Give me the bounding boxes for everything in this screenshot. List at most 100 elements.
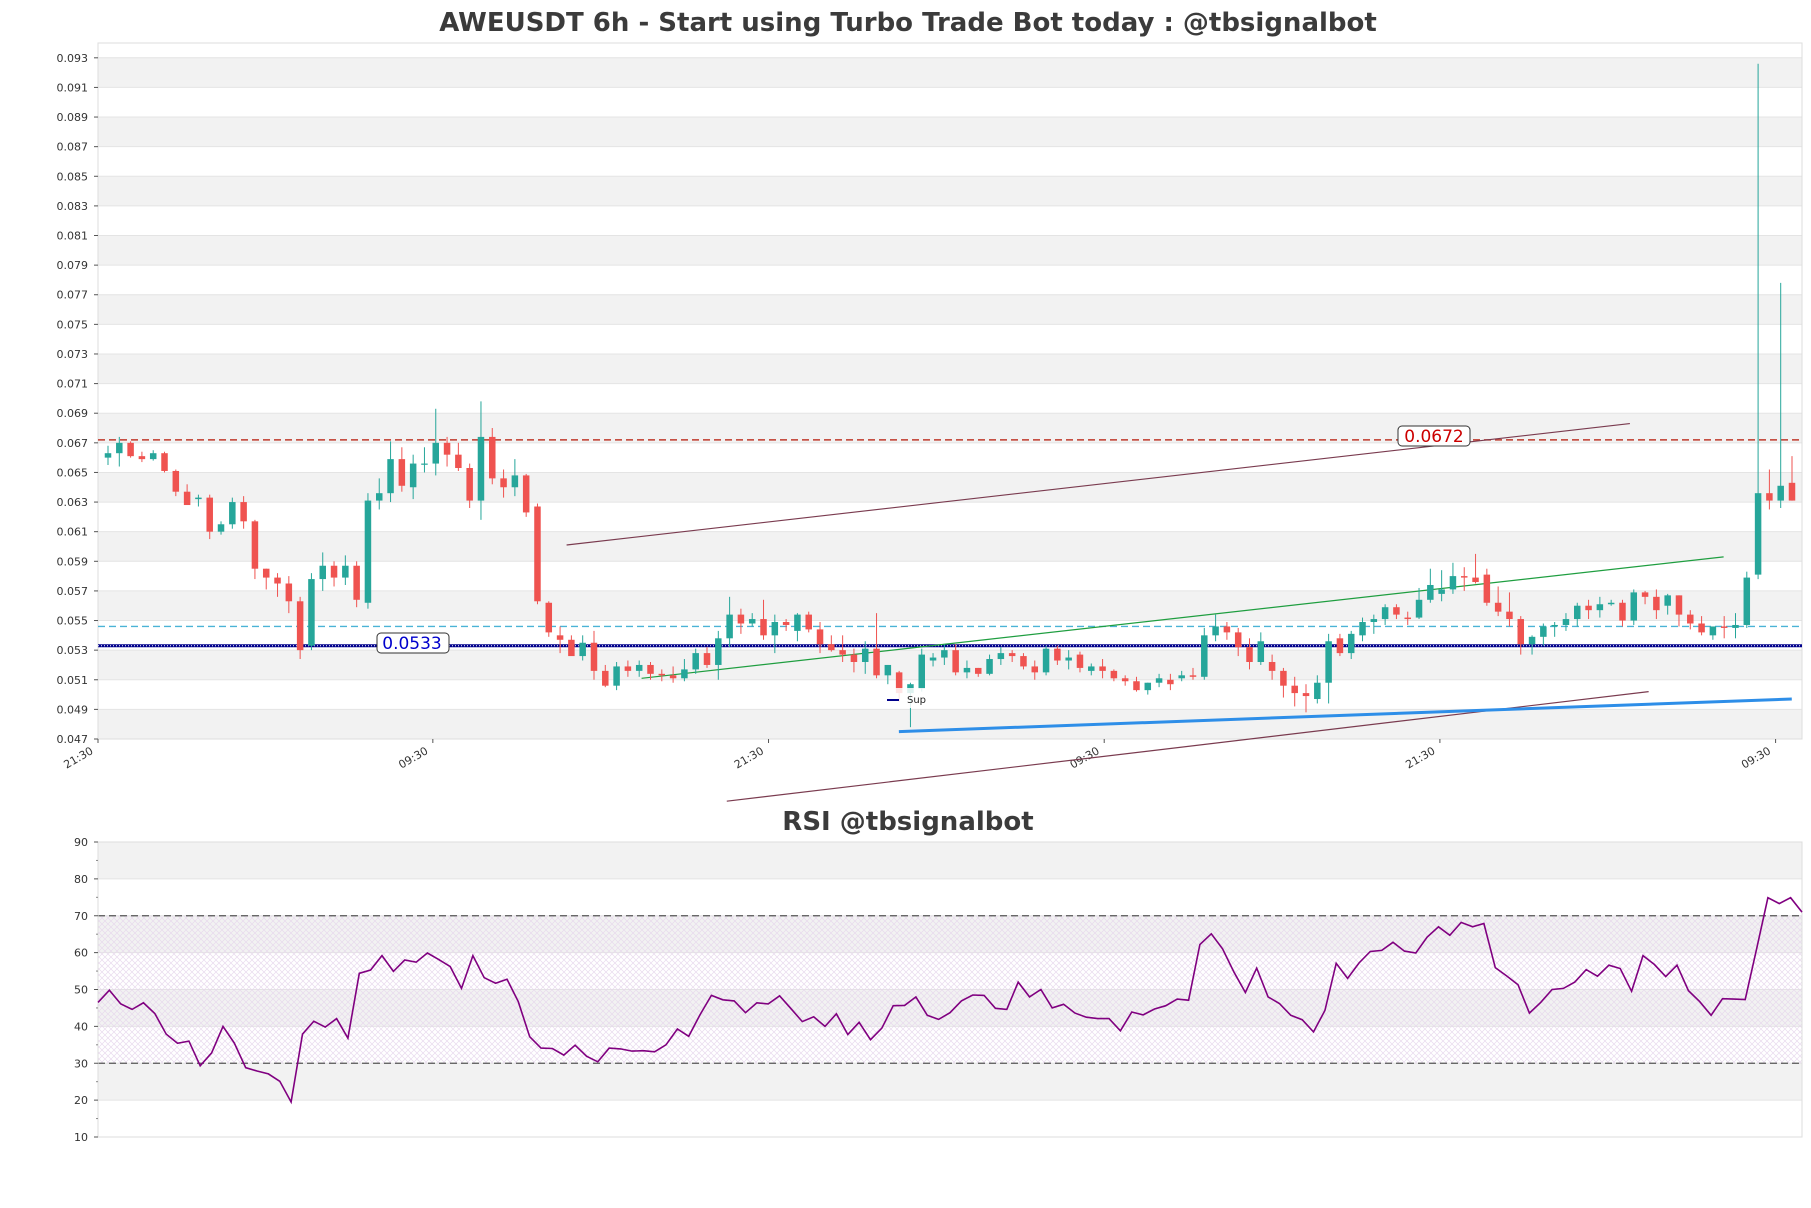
grid-band bbox=[98, 650, 1802, 680]
x-tick-label: 21:30 bbox=[62, 744, 96, 771]
y-tick-label: 0.059 bbox=[57, 555, 89, 568]
candle-body bbox=[895, 672, 903, 694]
candle-body bbox=[850, 654, 858, 662]
candle-body bbox=[1619, 602, 1626, 621]
rsi-y-tick-label: 20 bbox=[74, 1094, 88, 1107]
grid-band bbox=[98, 117, 1802, 147]
candle-body bbox=[522, 475, 530, 513]
y-tick-label: 0.055 bbox=[57, 615, 89, 628]
candle-body bbox=[782, 622, 790, 625]
rsi-band-fill bbox=[98, 915, 1802, 1064]
price-x-axis: 21:30 09:30 21:30 09:30 21:30 09:30 bbox=[62, 739, 1777, 771]
candle-body bbox=[613, 666, 620, 686]
trend-line bbox=[898, 697, 1792, 734]
candle-body bbox=[1562, 619, 1570, 625]
candle-body bbox=[816, 629, 824, 645]
candle-body bbox=[624, 666, 632, 671]
candle-body bbox=[489, 436, 496, 479]
x-tick-label: 09:30 bbox=[396, 744, 430, 771]
candle-body bbox=[342, 565, 349, 578]
candle-body bbox=[251, 521, 259, 569]
candle-body bbox=[1212, 626, 1219, 636]
candle-body bbox=[1189, 675, 1197, 677]
candle-body bbox=[1144, 682, 1152, 691]
candle-body bbox=[918, 654, 925, 689]
candle-body bbox=[1257, 641, 1265, 662]
candle-body bbox=[1065, 657, 1072, 661]
rsi-y-tick-label: 30 bbox=[74, 1057, 88, 1070]
candle-body bbox=[1268, 661, 1276, 671]
candle-body bbox=[1754, 493, 1762, 575]
candle-body bbox=[1110, 670, 1118, 679]
candle-body bbox=[963, 667, 971, 673]
grid-band bbox=[98, 176, 1802, 206]
y-tick-label: 0.077 bbox=[57, 289, 89, 302]
candle-body bbox=[387, 459, 394, 494]
candle-body bbox=[997, 653, 1005, 660]
candle-body bbox=[1506, 611, 1513, 620]
candle-body bbox=[692, 653, 699, 670]
x-tick-label: 09:30 bbox=[1739, 744, 1773, 771]
candle-body bbox=[1201, 635, 1208, 677]
candle-body bbox=[240, 502, 247, 522]
candle-body bbox=[873, 648, 880, 676]
candle-body bbox=[556, 635, 564, 640]
candle-body bbox=[579, 642, 586, 657]
candle-body bbox=[602, 670, 609, 686]
candle-body bbox=[500, 478, 507, 488]
candle-body bbox=[172, 470, 180, 492]
candle-body bbox=[726, 614, 733, 639]
price-plot-frame bbox=[97, 42, 1803, 740]
candle-body bbox=[534, 506, 541, 602]
y-tick-label: 0.093 bbox=[57, 52, 89, 65]
candle-body bbox=[1596, 604, 1604, 611]
candle-body bbox=[1280, 670, 1287, 686]
rsi-grid-band bbox=[98, 1063, 1802, 1101]
candle-body bbox=[635, 664, 643, 671]
y-tick-label: 0.071 bbox=[57, 378, 89, 391]
candle-body bbox=[941, 650, 948, 658]
grid-band bbox=[98, 472, 1802, 503]
candle-body bbox=[1415, 599, 1423, 618]
rsi-y-tick-label: 80 bbox=[74, 873, 88, 886]
candle-body bbox=[568, 639, 575, 657]
candle-body bbox=[195, 497, 202, 500]
candle-body bbox=[217, 524, 225, 532]
candle-body bbox=[715, 638, 722, 665]
candle-body bbox=[116, 442, 123, 454]
y-tick-label: 0.085 bbox=[57, 170, 89, 183]
candle-body bbox=[1732, 624, 1739, 628]
y-tick-label: 0.049 bbox=[57, 703, 89, 716]
support-label-box bbox=[376, 632, 450, 654]
candle-body bbox=[353, 565, 360, 600]
rsi-y-tick-label: 10 bbox=[74, 1131, 88, 1144]
legend-label: Sup bbox=[907, 695, 926, 706]
rsi-y-tick-label: 70 bbox=[74, 910, 88, 923]
candle-body bbox=[1302, 693, 1310, 697]
y-tick-label: 0.061 bbox=[57, 526, 89, 539]
candle-body bbox=[760, 619, 767, 636]
legend-box bbox=[880, 688, 936, 708]
candle-body bbox=[1088, 666, 1095, 671]
candle-body bbox=[206, 497, 213, 532]
candle-body bbox=[1042, 648, 1050, 673]
candle-body bbox=[443, 442, 451, 455]
candle-body bbox=[1347, 633, 1355, 654]
candle-body bbox=[330, 565, 338, 578]
candles bbox=[104, 63, 1796, 728]
grid-band bbox=[98, 235, 1802, 266]
y-tick-label: 0.053 bbox=[57, 644, 89, 657]
y-tick-label: 0.083 bbox=[57, 200, 89, 213]
price-grid-bands bbox=[98, 57, 1802, 740]
candle-body bbox=[1540, 626, 1547, 637]
candle-body bbox=[1404, 617, 1411, 620]
legend: Sup bbox=[880, 688, 936, 708]
rsi-grid-band bbox=[98, 842, 1802, 879]
rsi-series bbox=[97, 896, 1803, 1105]
candle-body bbox=[1449, 576, 1457, 590]
candle-body bbox=[647, 664, 654, 674]
y-tick-label: 0.057 bbox=[57, 585, 89, 598]
candle-body bbox=[1574, 605, 1581, 620]
candle-body bbox=[1155, 678, 1163, 683]
candle-body bbox=[1460, 576, 1468, 578]
